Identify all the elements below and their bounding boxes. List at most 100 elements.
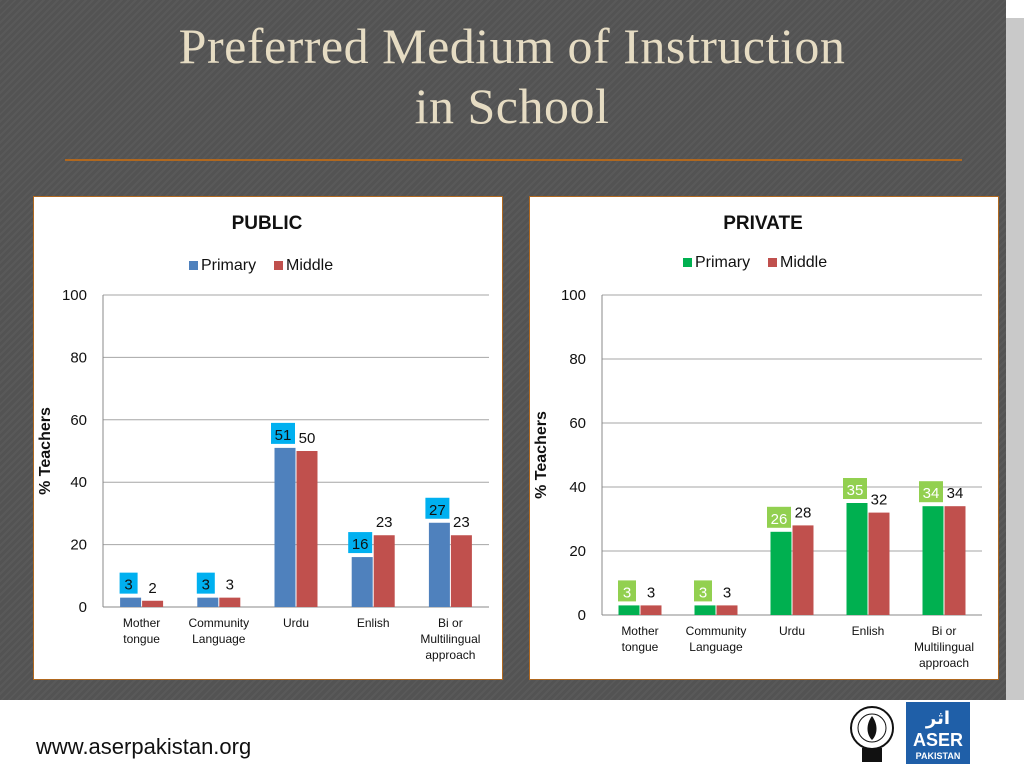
private-bar-primary bbox=[922, 506, 944, 615]
public-bar-middle bbox=[296, 451, 318, 607]
private-legend-swatch-middle bbox=[768, 258, 777, 267]
aser-logo-urdu: اثر bbox=[925, 708, 950, 729]
aser-logo: اثر ASER PAKISTAN bbox=[906, 702, 970, 764]
slide-title: Preferred Medium of Instruction in Schoo… bbox=[0, 16, 1024, 136]
title-underline bbox=[65, 159, 962, 161]
public-data-label-box bbox=[348, 532, 373, 554]
public-data-label-box bbox=[425, 497, 450, 519]
private-bar-middle bbox=[944, 506, 966, 615]
public-data-label-box bbox=[271, 422, 295, 444]
private-bar-middle bbox=[792, 525, 814, 615]
public-data-label-middle: 50 bbox=[299, 430, 316, 447]
private-x-tick-label: Community bbox=[686, 624, 747, 638]
aser-logo-country: PAKISTAN bbox=[916, 751, 961, 761]
private-chart-title: PRIVATE bbox=[723, 213, 803, 234]
private-bar-primary bbox=[618, 605, 640, 615]
public-data-label-primary: 3 bbox=[124, 577, 132, 594]
private-legend-label-primary: Primary bbox=[695, 254, 750, 271]
private-chart-panel: PRIVATE Primary Middle 0 20 40 60 80 100 % Teache… bbox=[529, 196, 999, 680]
public-data-label-middle: 23 bbox=[376, 514, 393, 531]
public-bar-primary bbox=[428, 522, 450, 607]
private-data-label-box bbox=[694, 580, 712, 602]
public-y-tick-label: 100 bbox=[62, 287, 87, 304]
public-data-label-primary: 27 bbox=[429, 502, 446, 519]
public-data-label-box bbox=[196, 572, 215, 594]
private-data-label-primary: 3 bbox=[699, 584, 707, 601]
private-data-label-middle: 32 bbox=[871, 492, 888, 509]
public-y-tick-label: 20 bbox=[70, 537, 87, 554]
private-y-tick-label: 100 bbox=[561, 287, 586, 304]
public-data-label-primary: 51 bbox=[275, 427, 292, 444]
private-bar-primary bbox=[694, 605, 716, 615]
public-bar-middle bbox=[219, 597, 241, 607]
public-x-tick-label: Language bbox=[192, 632, 246, 646]
public-legend-swatch-primary bbox=[189, 261, 198, 270]
private-data-label-box bbox=[767, 506, 791, 528]
private-x-tick-label: approach bbox=[919, 656, 969, 670]
private-bar-primary bbox=[846, 503, 868, 615]
title-line-2: in School bbox=[414, 78, 610, 134]
private-y-axis-label: % Teachers bbox=[533, 411, 550, 499]
public-chart-title: PUBLIC bbox=[232, 213, 303, 234]
private-bar-middle bbox=[640, 605, 662, 615]
public-bar-primary bbox=[351, 557, 373, 607]
public-chart-panel: PUBLIC Primary Middle 0 20 40 60 80 100 % Teacher… bbox=[33, 196, 503, 680]
private-y-tick-label: 0 bbox=[578, 607, 586, 624]
footer-website-link[interactable]: www.aserpakistan.org bbox=[36, 734, 252, 759]
public-bar-middle bbox=[142, 600, 164, 607]
public-bar-middle bbox=[450, 535, 472, 607]
public-legend-label-primary: Primary bbox=[201, 257, 256, 274]
private-data-label-primary: 35 bbox=[847, 482, 864, 499]
private-data-label-primary: 26 bbox=[771, 511, 788, 528]
private-y-tick-label: 80 bbox=[569, 351, 586, 368]
public-data-label-primary: 16 bbox=[352, 536, 369, 553]
private-data-label-box bbox=[843, 478, 867, 499]
private-data-label-middle: 28 bbox=[795, 504, 812, 521]
private-y-tick-label: 20 bbox=[569, 543, 586, 560]
public-y-axis-label: % Teachers bbox=[37, 407, 54, 495]
private-bar-middle bbox=[716, 605, 738, 615]
public-legend-label-middle: Middle bbox=[286, 257, 333, 274]
private-bar-primary bbox=[770, 531, 792, 615]
public-data-label-middle: 2 bbox=[148, 580, 156, 597]
public-x-tick-label: Community bbox=[188, 616, 249, 630]
public-bar-primary bbox=[120, 597, 142, 607]
private-x-tick-label: tongue bbox=[622, 640, 659, 654]
private-data-label-primary: 34 bbox=[923, 485, 940, 502]
public-x-tick-label: Enlish bbox=[357, 616, 390, 630]
public-y-tick-label: 40 bbox=[70, 474, 87, 491]
title-line-1: Preferred Medium of Instruction bbox=[178, 18, 846, 74]
public-y-tick-label: 0 bbox=[79, 599, 87, 616]
aser-logo-text: ASER bbox=[913, 730, 963, 750]
private-data-label-box bbox=[618, 580, 636, 602]
public-x-tick-label: approach bbox=[425, 648, 475, 662]
private-legend-swatch-primary bbox=[683, 258, 692, 267]
private-bar-middle bbox=[868, 512, 890, 615]
public-x-tick-label: Mother bbox=[123, 616, 160, 630]
public-x-tick-label: Multilingual bbox=[420, 632, 480, 646]
public-bar-primary bbox=[274, 447, 296, 607]
public-chart: PUBLIC Primary Middle 0 20 40 60 80 100 % Teacher… bbox=[37, 213, 489, 662]
public-x-tick-label: Bi or bbox=[438, 616, 463, 630]
public-data-label-middle: 3 bbox=[226, 577, 234, 594]
private-x-tick-label: Multilingual bbox=[914, 640, 974, 654]
private-data-label-middle: 34 bbox=[947, 485, 964, 502]
public-y-tick-label: 80 bbox=[70, 349, 87, 366]
private-legend-label-middle: Middle bbox=[780, 254, 827, 271]
idara-logo bbox=[850, 706, 894, 762]
public-data-label-middle: 23 bbox=[453, 514, 470, 531]
private-x-tick-label: Bi or bbox=[932, 624, 957, 638]
public-data-label-box bbox=[119, 572, 138, 594]
public-data-label-primary: 3 bbox=[202, 577, 210, 594]
private-x-tick-label: Urdu bbox=[779, 624, 805, 638]
public-y-tick-label: 60 bbox=[70, 412, 87, 429]
private-data-label-box bbox=[919, 481, 943, 503]
private-y-tick-label: 60 bbox=[569, 415, 586, 432]
private-y-tick-label: 40 bbox=[569, 479, 586, 496]
private-x-tick-label: Mother bbox=[621, 624, 658, 638]
slide-shadow bbox=[1006, 18, 1024, 700]
public-legend-swatch-middle bbox=[274, 261, 283, 270]
public-x-tick-label: Urdu bbox=[283, 616, 309, 630]
public-x-tick-label: tongue bbox=[123, 632, 160, 646]
public-bar-middle bbox=[373, 535, 395, 607]
